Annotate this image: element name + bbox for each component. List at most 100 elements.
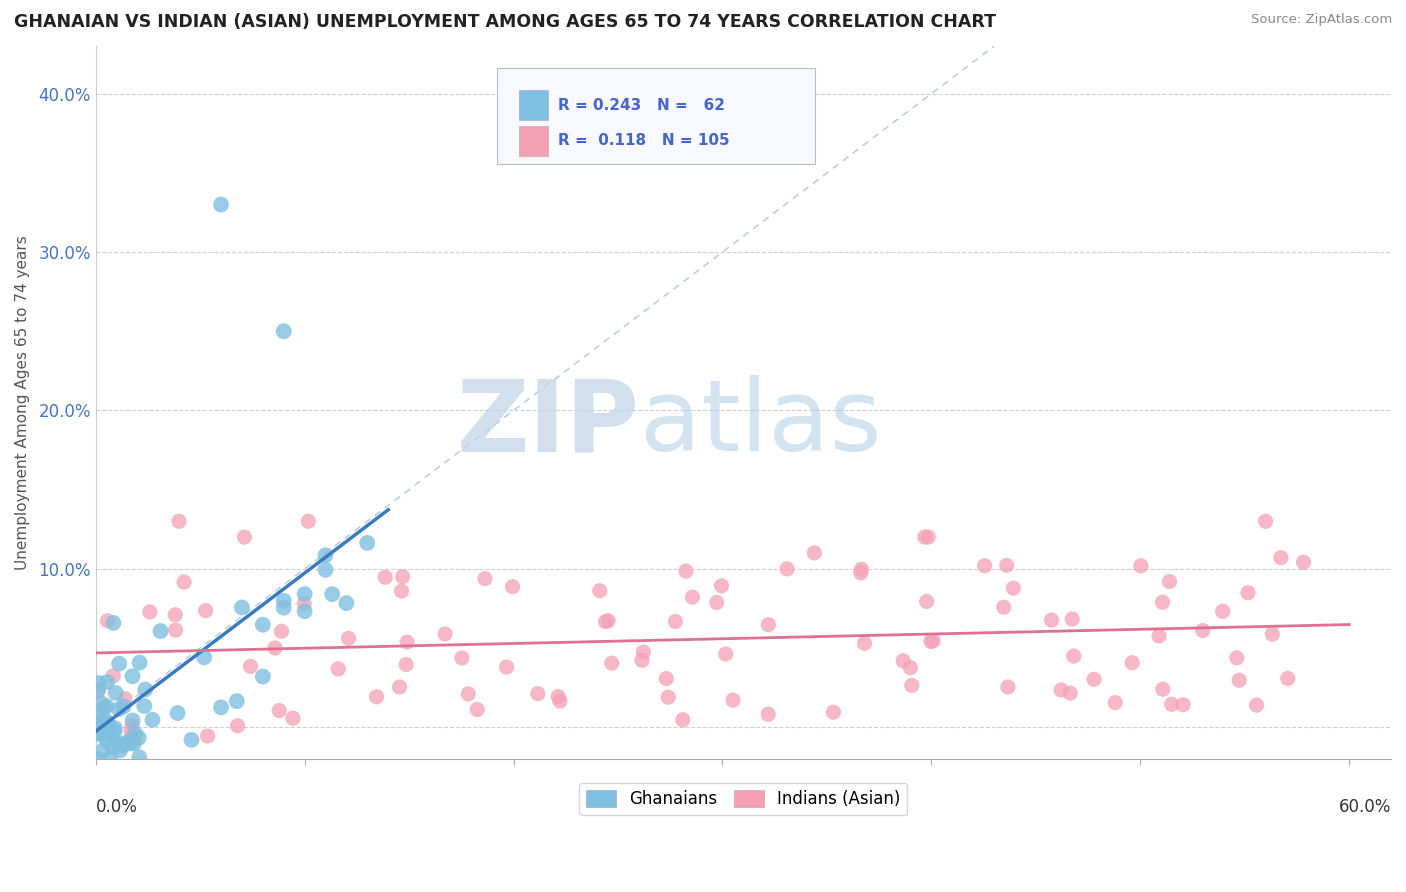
Point — [226, 719, 249, 733]
Point — [1152, 682, 1174, 697]
Point — [233, 530, 256, 544]
Point — [114, 691, 136, 706]
Point — [167, 514, 190, 528]
Point — [675, 564, 697, 578]
Point — [1063, 648, 1085, 663]
Point — [165, 623, 187, 637]
Point — [89, 714, 111, 729]
Point — [366, 690, 388, 704]
Point — [281, 711, 304, 725]
Text: R =  0.118   N = 105: R = 0.118 N = 105 — [558, 133, 730, 148]
Point — [457, 687, 479, 701]
Point — [294, 587, 316, 601]
Point — [121, 718, 143, 732]
Point — [108, 702, 131, 716]
Point — [898, 661, 921, 675]
Point — [1147, 629, 1170, 643]
Point — [388, 680, 411, 694]
Legend: Ghanaians, Indians (Asian): Ghanaians, Indians (Asian) — [579, 783, 907, 814]
Point — [121, 714, 143, 728]
Point — [273, 593, 295, 607]
Point — [527, 687, 550, 701]
Point — [1040, 613, 1063, 627]
Point — [547, 690, 569, 704]
Point — [128, 656, 150, 670]
Point — [197, 729, 219, 743]
Point — [600, 656, 623, 670]
Point — [149, 624, 172, 638]
Point — [1104, 696, 1126, 710]
Point — [239, 659, 262, 673]
Point — [108, 743, 131, 757]
Point — [91, 743, 114, 757]
Point — [328, 662, 350, 676]
Point — [315, 563, 337, 577]
Point — [194, 603, 217, 617]
Point — [120, 736, 142, 750]
FancyBboxPatch shape — [519, 126, 548, 155]
Point — [1270, 550, 1292, 565]
Point — [93, 701, 115, 715]
Point — [101, 739, 124, 754]
Point — [1277, 672, 1299, 686]
Point — [395, 657, 418, 672]
Point — [1191, 624, 1213, 638]
Point — [87, 683, 110, 698]
Point — [655, 672, 678, 686]
Point — [121, 669, 143, 683]
Point — [776, 562, 799, 576]
Point — [292, 597, 315, 611]
Point — [209, 700, 232, 714]
Point — [396, 635, 419, 649]
Point — [134, 699, 156, 714]
Point — [335, 596, 357, 610]
Point — [87, 676, 110, 690]
Point — [1062, 612, 1084, 626]
Point — [270, 624, 292, 639]
Point — [273, 324, 295, 338]
Point — [495, 660, 517, 674]
Point — [1227, 673, 1250, 688]
Point — [434, 627, 457, 641]
Text: GHANAIAN VS INDIAN (ASIAN) UNEMPLOYMENT AMONG AGES 65 TO 74 YEARS CORRELATION CH: GHANAIAN VS INDIAN (ASIAN) UNEMPLOYMENT … — [14, 13, 995, 31]
Point — [1059, 686, 1081, 700]
Point — [90, 725, 112, 739]
Point — [891, 654, 914, 668]
Point — [193, 650, 215, 665]
Text: R = 0.243   N =   62: R = 0.243 N = 62 — [558, 97, 725, 112]
Point — [1237, 586, 1260, 600]
Point — [633, 645, 655, 659]
Point — [391, 570, 413, 584]
Point — [803, 546, 825, 560]
Point — [180, 732, 202, 747]
Point — [103, 724, 125, 739]
Point — [714, 647, 737, 661]
Point — [128, 731, 150, 745]
Point — [252, 617, 274, 632]
Point — [94, 714, 117, 729]
Point — [681, 590, 703, 604]
Point — [122, 736, 145, 750]
Point — [664, 615, 686, 629]
Point — [93, 728, 115, 742]
Point — [87, 727, 110, 741]
Point — [474, 572, 496, 586]
Point — [721, 693, 744, 707]
Point — [1152, 595, 1174, 609]
Point — [997, 680, 1019, 694]
Point — [231, 600, 253, 615]
Point — [128, 750, 150, 764]
Text: 60.0%: 60.0% — [1339, 798, 1391, 816]
Text: ZIP: ZIP — [457, 376, 640, 473]
Point — [706, 595, 728, 609]
Point — [672, 713, 695, 727]
Point — [297, 514, 319, 528]
Point — [1261, 627, 1284, 641]
Point — [269, 704, 291, 718]
Point — [502, 580, 524, 594]
Point — [111, 738, 134, 752]
Point — [97, 716, 120, 731]
Point — [120, 723, 142, 738]
Point — [631, 653, 654, 667]
Point — [851, 562, 873, 576]
